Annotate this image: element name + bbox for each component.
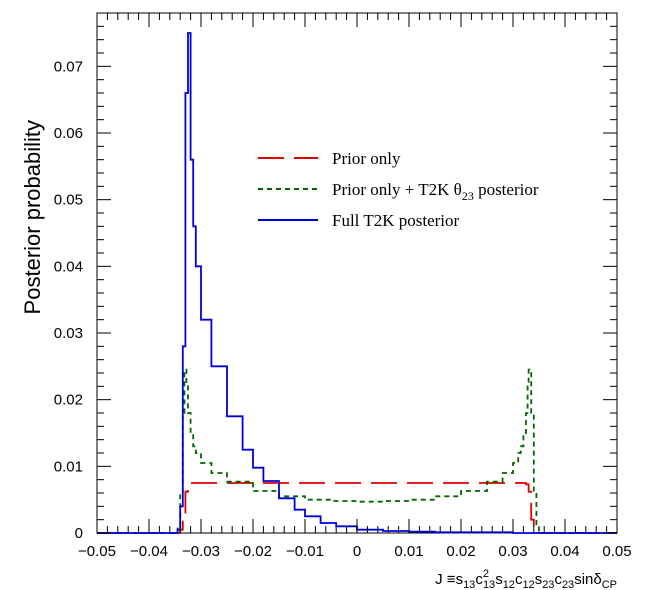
x-tick-label: 0.04: [550, 543, 579, 560]
legend-label-prior-only: Prior only: [332, 149, 401, 168]
x-tick-label: −0.02: [234, 543, 272, 560]
y-tick-label: 0.04: [54, 258, 83, 275]
x-tick-label: 0.03: [498, 543, 527, 560]
x-tick-label: −0.05: [78, 543, 116, 560]
y-tick-label: 0.06: [54, 125, 83, 142]
axis-ticks: [96, 12, 618, 534]
x-tick-label: 0: [353, 543, 361, 560]
x-tick-label: 0.01: [394, 543, 423, 560]
x-axis-label: J ≡s13c2 13s12c12s23c23sinδCP: [435, 568, 617, 590]
series-lines: [97, 32, 617, 534]
series-line-full-t2k: [97, 32, 617, 534]
series-line-prior-only: [97, 482, 617, 534]
plot-area: [96, 12, 618, 534]
y-tick-label: 0.05: [54, 192, 83, 209]
plot-frame: [96, 12, 618, 534]
tick-labels: −0.05 −0.04 −0.03 −0.02 −0.01 0 0.01 0.02 0.03 0.…: [54, 58, 632, 560]
x-tick-label: 0.02: [446, 543, 475, 560]
x-tick-label: −0.01: [286, 543, 324, 560]
x-tick-label: −0.03: [182, 543, 220, 560]
legend-label-prior-t2k-theta23: Prior only + T2K θ23 posterior: [332, 180, 539, 203]
y-tick-label: 0.03: [54, 325, 83, 342]
y-tick-label: 0.07: [54, 58, 83, 75]
legend: Prior only Prior only + T2K θ23 posterio…: [258, 149, 539, 230]
y-tick-label: 0.01: [54, 458, 83, 475]
legend-label-full-t2k: Full T2K posterior: [332, 211, 460, 230]
y-axis-label: Posterior probability: [20, 120, 45, 314]
series-line-prior-t2k-theta23: [97, 368, 617, 534]
y-tick-label: 0.02: [54, 392, 83, 409]
x-tick-label: −0.04: [130, 543, 168, 560]
y-tick-label: 0: [75, 525, 83, 542]
x-tick-label: 0.05: [602, 543, 631, 560]
